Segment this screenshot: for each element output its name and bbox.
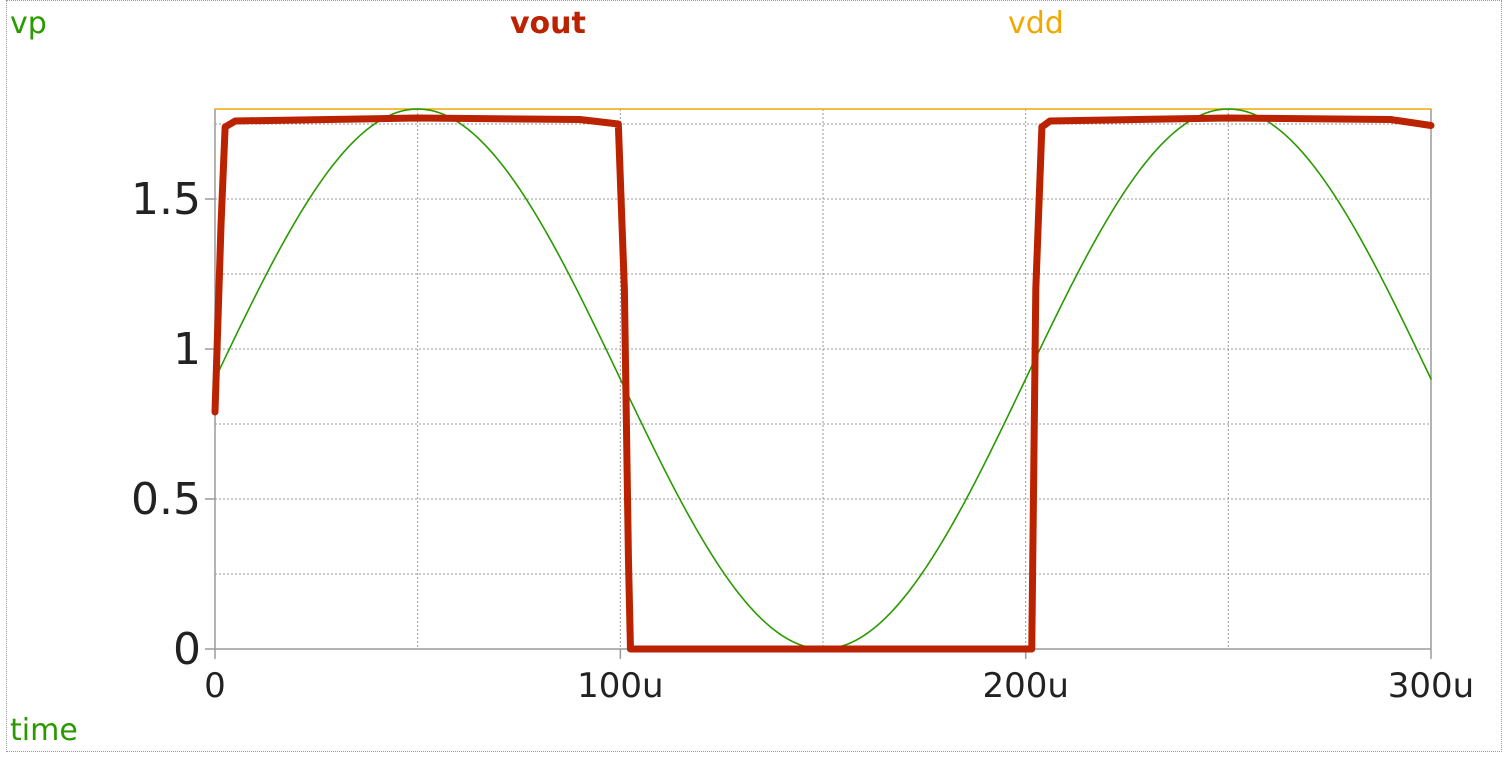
y-tick-label: 0 (173, 624, 201, 675)
legend-vout[interactable]: vout (510, 6, 586, 41)
legend-vp[interactable]: vp (10, 6, 47, 41)
x-tick-label: 300u (1388, 666, 1474, 706)
legend-vdd[interactable]: vdd (1008, 6, 1064, 41)
x-tick-label: 200u (982, 666, 1068, 706)
y-tick-label: 1.5 (131, 174, 201, 225)
y-tick-label: 1 (173, 324, 201, 375)
y-tick-label: 0.5 (131, 474, 201, 525)
x-tick-label: 100u (577, 666, 663, 706)
plot-window (6, 0, 1502, 752)
x-axis-label: time (10, 713, 78, 748)
series-line-vout[interactable] (211, 114, 1435, 653)
x-tick-label: 0 (204, 666, 226, 706)
